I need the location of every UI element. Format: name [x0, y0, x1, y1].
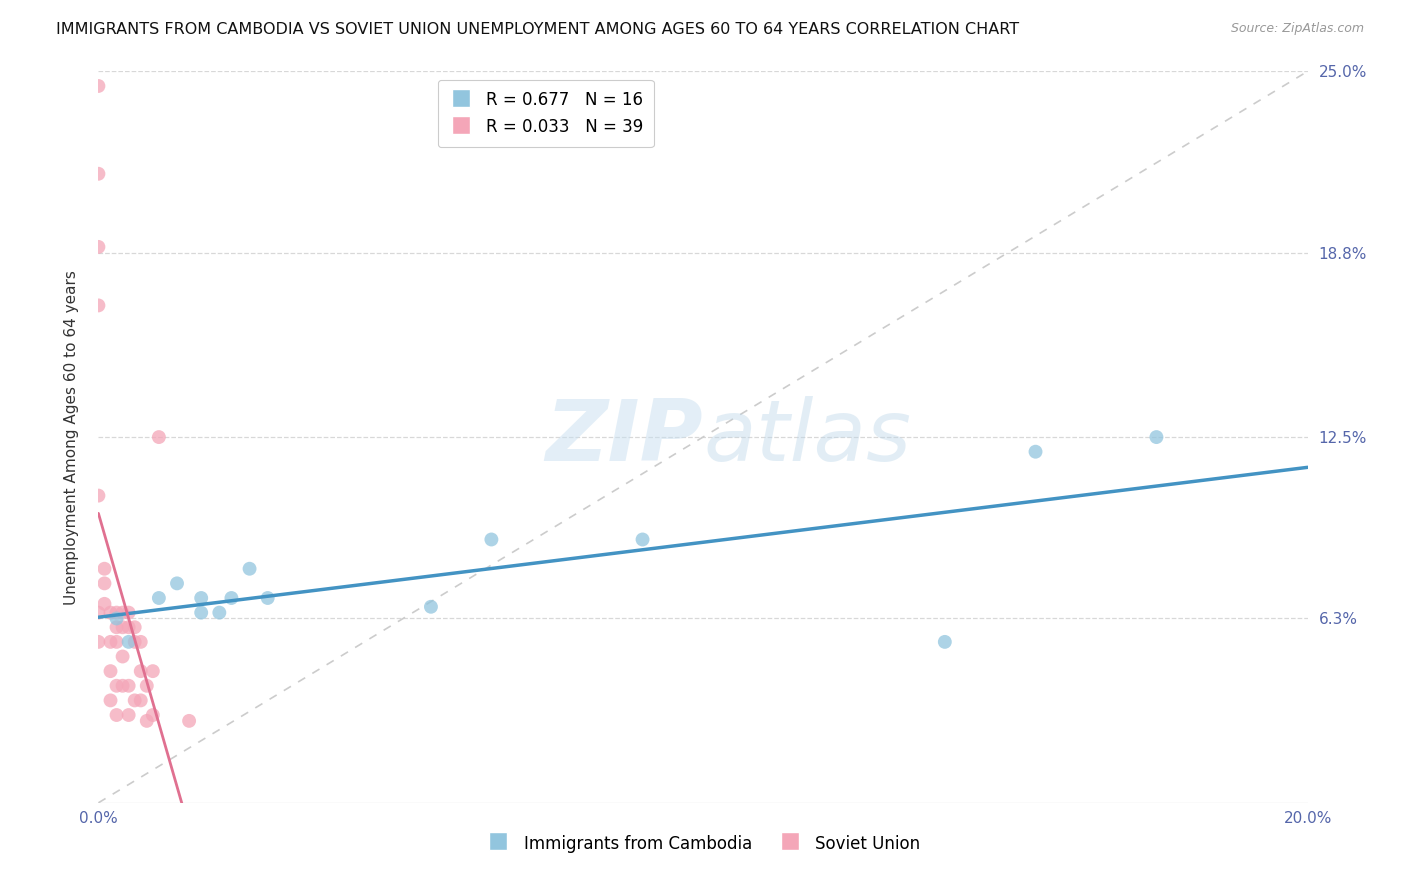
Point — [100, 693, 122, 707]
Point — [208, 606, 231, 620]
Point — [118, 635, 141, 649]
Point — [111, 620, 134, 634]
Point — [93, 576, 115, 591]
Point — [87, 240, 110, 254]
Point — [934, 635, 956, 649]
Point — [105, 606, 128, 620]
Point — [111, 679, 134, 693]
Point — [129, 693, 152, 707]
Point — [1024, 444, 1046, 458]
Point — [111, 606, 134, 620]
Point — [1144, 430, 1167, 444]
Point — [124, 635, 146, 649]
Point — [105, 679, 128, 693]
Point — [142, 708, 165, 723]
Text: IMMIGRANTS FROM CAMBODIA VS SOVIET UNION UNEMPLOYMENT AMONG AGES 60 TO 64 YEARS : IMMIGRANTS FROM CAMBODIA VS SOVIET UNION… — [56, 22, 1019, 37]
Point — [190, 606, 212, 620]
Point — [118, 620, 141, 634]
Point — [129, 664, 152, 678]
Text: atlas: atlas — [703, 395, 911, 479]
Point — [111, 649, 134, 664]
Legend: Immigrants from Cambodia, Soviet Union: Immigrants from Cambodia, Soviet Union — [479, 827, 927, 860]
Point — [87, 78, 110, 93]
Y-axis label: Unemployment Among Ages 60 to 64 years: Unemployment Among Ages 60 to 64 years — [65, 269, 79, 605]
Point — [148, 430, 170, 444]
Point — [118, 708, 141, 723]
Point — [179, 714, 201, 728]
Point — [221, 591, 243, 605]
Point — [100, 635, 122, 649]
Point — [135, 679, 157, 693]
Point — [93, 562, 115, 576]
Point — [87, 489, 110, 503]
Point — [481, 533, 503, 547]
Point — [100, 664, 122, 678]
Point — [105, 620, 128, 634]
Point — [148, 591, 170, 605]
Point — [118, 679, 141, 693]
Text: Source: ZipAtlas.com: Source: ZipAtlas.com — [1230, 22, 1364, 36]
Point — [100, 606, 122, 620]
Point — [87, 635, 110, 649]
Point — [93, 597, 115, 611]
Point — [129, 635, 152, 649]
Point — [631, 533, 654, 547]
Point — [105, 708, 128, 723]
Point — [166, 576, 188, 591]
Point — [87, 167, 110, 181]
Point — [105, 635, 128, 649]
Point — [239, 562, 262, 576]
Point — [105, 611, 128, 625]
Point — [87, 606, 110, 620]
Point — [118, 606, 141, 620]
Point — [124, 620, 146, 634]
Point — [190, 591, 212, 605]
Point — [256, 591, 278, 605]
Point — [87, 298, 110, 312]
Point — [124, 693, 146, 707]
Text: ZIP: ZIP — [546, 395, 703, 479]
Point — [142, 664, 165, 678]
Point — [135, 714, 157, 728]
Point — [420, 599, 443, 614]
